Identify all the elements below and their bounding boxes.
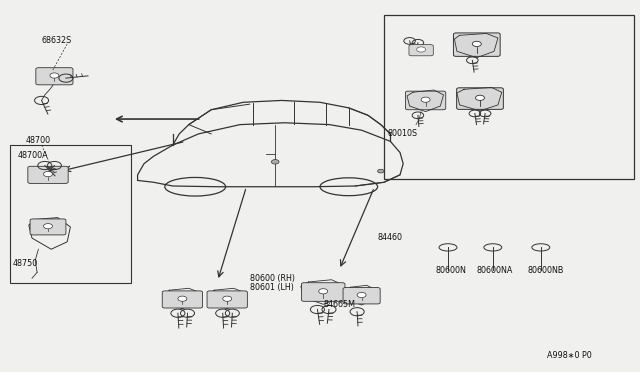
- Circle shape: [417, 47, 426, 52]
- Text: 48750: 48750: [13, 259, 38, 268]
- Circle shape: [223, 296, 232, 301]
- Text: 80600N: 80600N: [435, 266, 466, 275]
- Circle shape: [472, 41, 481, 46]
- Text: A998∗0 P0: A998∗0 P0: [547, 351, 592, 360]
- Circle shape: [50, 73, 59, 78]
- Circle shape: [178, 296, 187, 301]
- Circle shape: [421, 97, 430, 102]
- FancyBboxPatch shape: [30, 219, 66, 235]
- Text: 84665M: 84665M: [323, 300, 355, 309]
- FancyBboxPatch shape: [36, 68, 73, 85]
- FancyBboxPatch shape: [207, 291, 247, 308]
- Circle shape: [476, 95, 484, 100]
- Circle shape: [44, 171, 52, 177]
- FancyBboxPatch shape: [384, 15, 634, 179]
- Text: 80600 (RH): 80600 (RH): [250, 274, 294, 283]
- FancyBboxPatch shape: [28, 166, 68, 183]
- FancyBboxPatch shape: [10, 145, 131, 283]
- FancyBboxPatch shape: [409, 45, 433, 56]
- FancyBboxPatch shape: [457, 88, 504, 109]
- Text: 80600NA: 80600NA: [477, 266, 513, 275]
- FancyBboxPatch shape: [301, 283, 345, 301]
- Circle shape: [44, 224, 52, 229]
- Text: 48700: 48700: [26, 136, 51, 145]
- FancyBboxPatch shape: [406, 91, 446, 110]
- Text: 48700A: 48700A: [18, 151, 49, 160]
- Circle shape: [357, 292, 366, 298]
- Text: 84460: 84460: [378, 233, 403, 242]
- FancyBboxPatch shape: [343, 288, 380, 304]
- FancyBboxPatch shape: [162, 291, 202, 308]
- Text: 68632S: 68632S: [42, 36, 72, 45]
- Text: 80601 (LH): 80601 (LH): [250, 283, 294, 292]
- Circle shape: [378, 169, 384, 173]
- Text: 80010S: 80010S: [388, 129, 418, 138]
- Circle shape: [319, 289, 328, 294]
- Circle shape: [271, 160, 279, 164]
- Text: 80600NB: 80600NB: [528, 266, 564, 275]
- FancyBboxPatch shape: [453, 33, 500, 57]
